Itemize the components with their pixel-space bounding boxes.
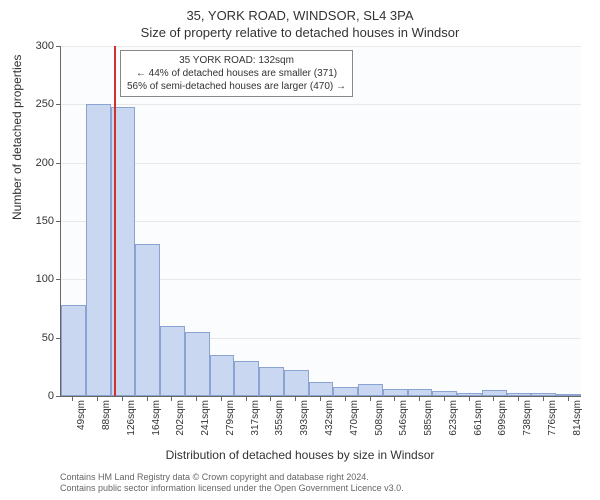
x-tick-label: 623sqm [448, 400, 459, 436]
y-tick [56, 279, 61, 280]
info-box-line: 35 YORK ROAD: 132sqm [127, 54, 346, 67]
plot-background [60, 46, 581, 397]
x-axis-label: Distribution of detached houses by size … [0, 448, 600, 462]
histogram-bar [556, 394, 581, 396]
y-tick-label: 0 [24, 390, 54, 402]
histogram-bar [309, 382, 334, 396]
x-tick-label: 202sqm [175, 400, 186, 436]
info-box-line: 56% of semi-detached houses are larger (… [127, 80, 346, 93]
y-tick [56, 104, 61, 105]
credits-line2: Contains public sector information licen… [60, 483, 404, 494]
histogram-bar [358, 384, 383, 396]
x-tick-label: 699sqm [497, 400, 508, 436]
x-tick [97, 396, 98, 401]
x-tick-label: 546sqm [398, 400, 409, 436]
x-tick-label: 661sqm [473, 400, 484, 436]
x-tick [246, 396, 247, 401]
y-tick-label: 300 [24, 40, 54, 52]
y-tick-label: 250 [24, 98, 54, 110]
credits: Contains HM Land Registry data © Crown c… [60, 472, 404, 494]
info-box-line: ← 44% of detached houses are smaller (37… [127, 67, 346, 80]
histogram-bar [432, 391, 457, 396]
x-tick-label: 776sqm [547, 400, 558, 436]
x-tick-label: 164sqm [151, 400, 162, 436]
credits-line1: Contains HM Land Registry data © Crown c… [60, 472, 404, 483]
x-tick-label: 355sqm [274, 400, 285, 436]
histogram-bar [61, 305, 86, 396]
x-tick-label: 393sqm [299, 400, 310, 436]
histogram-bar [383, 389, 408, 396]
y-tick-label: 50 [24, 332, 54, 344]
x-tick [370, 396, 371, 401]
plot-area: 05010015020025030049sqm88sqm126sqm164sqm… [60, 46, 580, 396]
histogram-bar [408, 389, 433, 396]
x-tick [493, 396, 494, 401]
x-tick [196, 396, 197, 401]
y-tick-label: 200 [24, 157, 54, 169]
y-tick [56, 396, 61, 397]
histogram-bar [185, 332, 210, 396]
y-axis-label: Number of detached properties [10, 55, 24, 220]
histogram-bar [531, 393, 556, 397]
marker-line [114, 46, 116, 396]
histogram-bar [210, 355, 235, 396]
histogram-bar [86, 104, 111, 396]
histogram-bar [457, 393, 482, 397]
x-tick [543, 396, 544, 401]
y-tick-label: 100 [24, 273, 54, 285]
gridline [61, 46, 581, 47]
x-tick [320, 396, 321, 401]
x-tick [72, 396, 73, 401]
x-tick-label: 470sqm [349, 400, 360, 436]
x-tick [444, 396, 445, 401]
x-tick [518, 396, 519, 401]
x-tick [295, 396, 296, 401]
info-box: 35 YORK ROAD: 132sqm← 44% of detached ho… [120, 50, 353, 97]
x-tick-label: 508sqm [374, 400, 385, 436]
x-tick-label: 88sqm [101, 400, 112, 430]
x-tick [147, 396, 148, 401]
y-tick [56, 221, 61, 222]
x-tick [270, 396, 271, 401]
x-tick [394, 396, 395, 401]
x-tick-label: 49sqm [76, 400, 87, 430]
x-tick [419, 396, 420, 401]
x-tick [122, 396, 123, 401]
gridline [61, 104, 581, 105]
x-tick-label: 585sqm [423, 400, 434, 436]
y-tick-label: 150 [24, 215, 54, 227]
x-tick-label: 738sqm [522, 400, 533, 436]
x-tick [171, 396, 172, 401]
x-tick-label: 317sqm [250, 400, 261, 436]
histogram-bar [135, 244, 160, 396]
x-tick [469, 396, 470, 401]
x-tick-label: 279sqm [225, 400, 236, 436]
histogram-bar [259, 367, 284, 396]
histogram-bar [284, 370, 309, 396]
x-tick-label: 241sqm [200, 400, 211, 436]
title-sub: Size of property relative to detached ho… [0, 23, 600, 40]
histogram-bar [160, 326, 185, 396]
x-tick-label: 432sqm [324, 400, 335, 436]
x-tick [221, 396, 222, 401]
gridline [61, 163, 581, 164]
x-tick-label: 814sqm [572, 400, 583, 436]
x-tick [345, 396, 346, 401]
gridline [61, 221, 581, 222]
y-tick [56, 46, 61, 47]
y-tick [56, 163, 61, 164]
histogram-bar [333, 387, 358, 396]
chart-container: 35, YORK ROAD, WINDSOR, SL4 3PA Size of … [0, 0, 600, 500]
title-main: 35, YORK ROAD, WINDSOR, SL4 3PA [0, 0, 600, 23]
histogram-bar [234, 361, 259, 396]
x-tick [568, 396, 569, 401]
x-tick-label: 126sqm [126, 400, 137, 436]
